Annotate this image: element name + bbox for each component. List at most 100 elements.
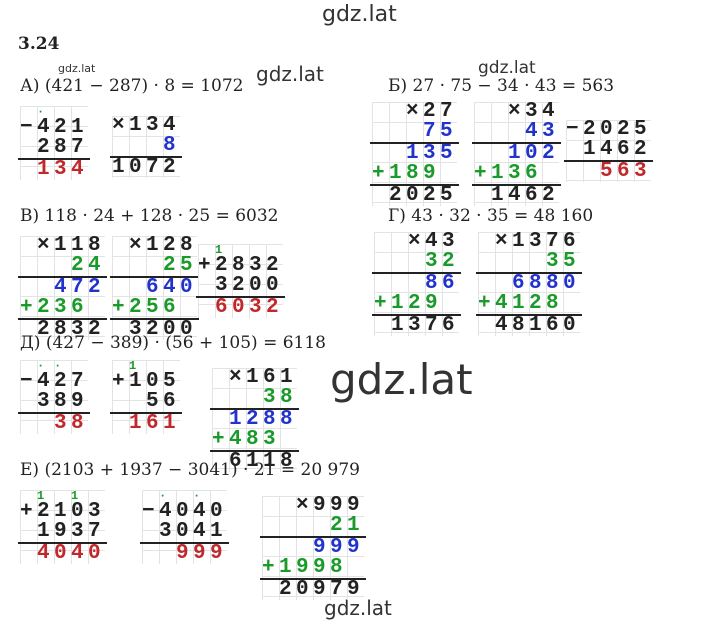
digit-row: −2025 xyxy=(566,118,652,141)
problem-label: В) 118 · 24 + 128 · 25 = 6032 xyxy=(20,206,279,226)
carry-digits: ·· xyxy=(20,359,89,373)
computation: ×27 75 135 +189 2025 xyxy=(370,100,460,207)
digit-row: 3200 xyxy=(112,318,198,341)
digit-row: 21 xyxy=(262,514,365,537)
digit-row: 287 xyxy=(20,136,89,159)
digit-row: ×118 xyxy=(20,234,106,257)
digit-row: 1462 xyxy=(566,138,652,161)
digit-row: 56 xyxy=(112,390,181,413)
watermark: gdz.lat xyxy=(330,355,473,404)
digit-row: ×999 xyxy=(262,494,365,517)
computation: · · −4040 3041 999 xyxy=(140,490,230,564)
computation: ×43 32 86 +129 1376 xyxy=(372,230,462,337)
watermark: gdz.lat xyxy=(478,58,536,78)
digit-row: 1072 xyxy=(112,156,181,179)
computation: 1 +2832 3200 6032 xyxy=(196,243,286,319)
digit-row: 102 xyxy=(474,142,560,165)
digit-row: −427 xyxy=(20,370,89,393)
digit-row: 48160 xyxy=(478,314,581,337)
carry-digits: · xyxy=(20,105,89,119)
digit-row: 43 xyxy=(474,120,560,143)
digit-row: +483 xyxy=(212,428,298,451)
rule-line xyxy=(110,412,183,414)
carry-digits: 1 xyxy=(198,243,284,257)
digit-row: 472 xyxy=(20,276,106,299)
exercise-number: 3.24 xyxy=(18,34,60,54)
computation: ×134 8 1072 xyxy=(110,114,183,179)
digit-row: ×128 xyxy=(112,234,198,257)
digit-row: +129 xyxy=(374,292,460,315)
digit-row: 6118 xyxy=(212,450,298,473)
digit-row: 389 xyxy=(20,390,89,413)
digit-row: 161 xyxy=(112,412,181,435)
rule-line xyxy=(260,578,367,580)
rule-line xyxy=(210,450,300,452)
problem-label: Г) 43 · 32 · 35 = 48 160 xyxy=(388,206,594,226)
digit-row: 6032 xyxy=(198,296,284,319)
computation: ×128 25 640 +256 3200 xyxy=(110,234,200,341)
rule-line xyxy=(372,272,462,274)
computation: −2025 1462 563 xyxy=(564,118,654,183)
digit-row: 2025 xyxy=(372,184,458,207)
problem-label: Б) 27 · 75 − 34 · 43 = 563 xyxy=(388,76,615,96)
digit-row: +4128 xyxy=(478,292,581,315)
computation: 1 +105 56 161 xyxy=(110,359,183,435)
digit-row: 640 xyxy=(112,276,198,299)
digit-row: 999 xyxy=(262,536,365,559)
digit-row: 35 xyxy=(478,250,581,273)
rule-line xyxy=(564,160,654,162)
rule-line xyxy=(370,142,460,144)
digit-row: 1462 xyxy=(474,184,560,207)
digit-row: +236 xyxy=(20,296,106,319)
problem-label: Е) (2103 + 1937 − 3041) · 21 = 20 979 xyxy=(20,460,360,480)
digit-row: 1288 xyxy=(212,408,298,431)
digit-row: −4040 xyxy=(142,500,228,523)
watermark: gdz.lat xyxy=(58,62,96,75)
rule-line xyxy=(372,314,462,316)
rule-line xyxy=(476,272,583,274)
problem-label: А) (421 − 287) · 8 = 1072 xyxy=(20,76,244,96)
computation: ×1376 35 6880 +4128 48160 xyxy=(476,230,583,337)
digit-row: 6880 xyxy=(478,272,581,295)
digit-row: +256 xyxy=(112,296,198,319)
rule-line xyxy=(18,318,108,320)
rule-line xyxy=(140,542,230,544)
computation: ×999 21 999 +1998 20979 xyxy=(260,494,367,600)
digit-row: 25 xyxy=(112,254,198,277)
watermark: gdz.lat xyxy=(324,596,392,620)
digit-row: 32 xyxy=(374,250,460,273)
digit-row: ×34 xyxy=(474,100,560,123)
computation: 1 1 +2103 1937 4040 xyxy=(18,490,108,564)
digit-row: ×43 xyxy=(374,230,460,253)
rule-line xyxy=(110,156,183,158)
digit-row: 75 xyxy=(372,120,458,143)
digit-row: +189 xyxy=(372,162,458,185)
rule-line xyxy=(196,296,286,298)
rule-line xyxy=(260,536,367,538)
rule-line xyxy=(18,412,91,414)
carry-digits: 1 xyxy=(112,359,181,373)
computation: · −421 287 134 xyxy=(18,105,91,181)
digit-row: 86 xyxy=(374,272,460,295)
digit-row: ×1376 xyxy=(478,230,581,253)
digit-row: ×27 xyxy=(372,100,458,123)
digit-row: 134 xyxy=(20,158,89,181)
rule-line xyxy=(472,184,562,186)
rule-line xyxy=(18,276,108,278)
digit-row: 38 xyxy=(20,412,89,435)
digit-row: +2832 xyxy=(198,254,284,277)
digit-row: 1376 xyxy=(374,314,460,337)
digit-row: ×134 xyxy=(112,114,181,137)
digit-row: 8 xyxy=(112,134,181,157)
computation: ×34 43 102 +136 1462 xyxy=(472,100,562,207)
digit-row: +1998 xyxy=(262,556,365,579)
rule-line xyxy=(476,314,583,316)
digit-row: −421 xyxy=(20,116,89,139)
digit-row: 1937 xyxy=(20,520,106,543)
digit-row: 563 xyxy=(566,160,652,183)
digit-row: 38 xyxy=(212,386,298,409)
digit-row: 3041 xyxy=(142,520,228,543)
digit-row: +2103 xyxy=(20,500,106,523)
digit-row: 135 xyxy=(372,142,458,165)
rule-line xyxy=(18,542,108,544)
